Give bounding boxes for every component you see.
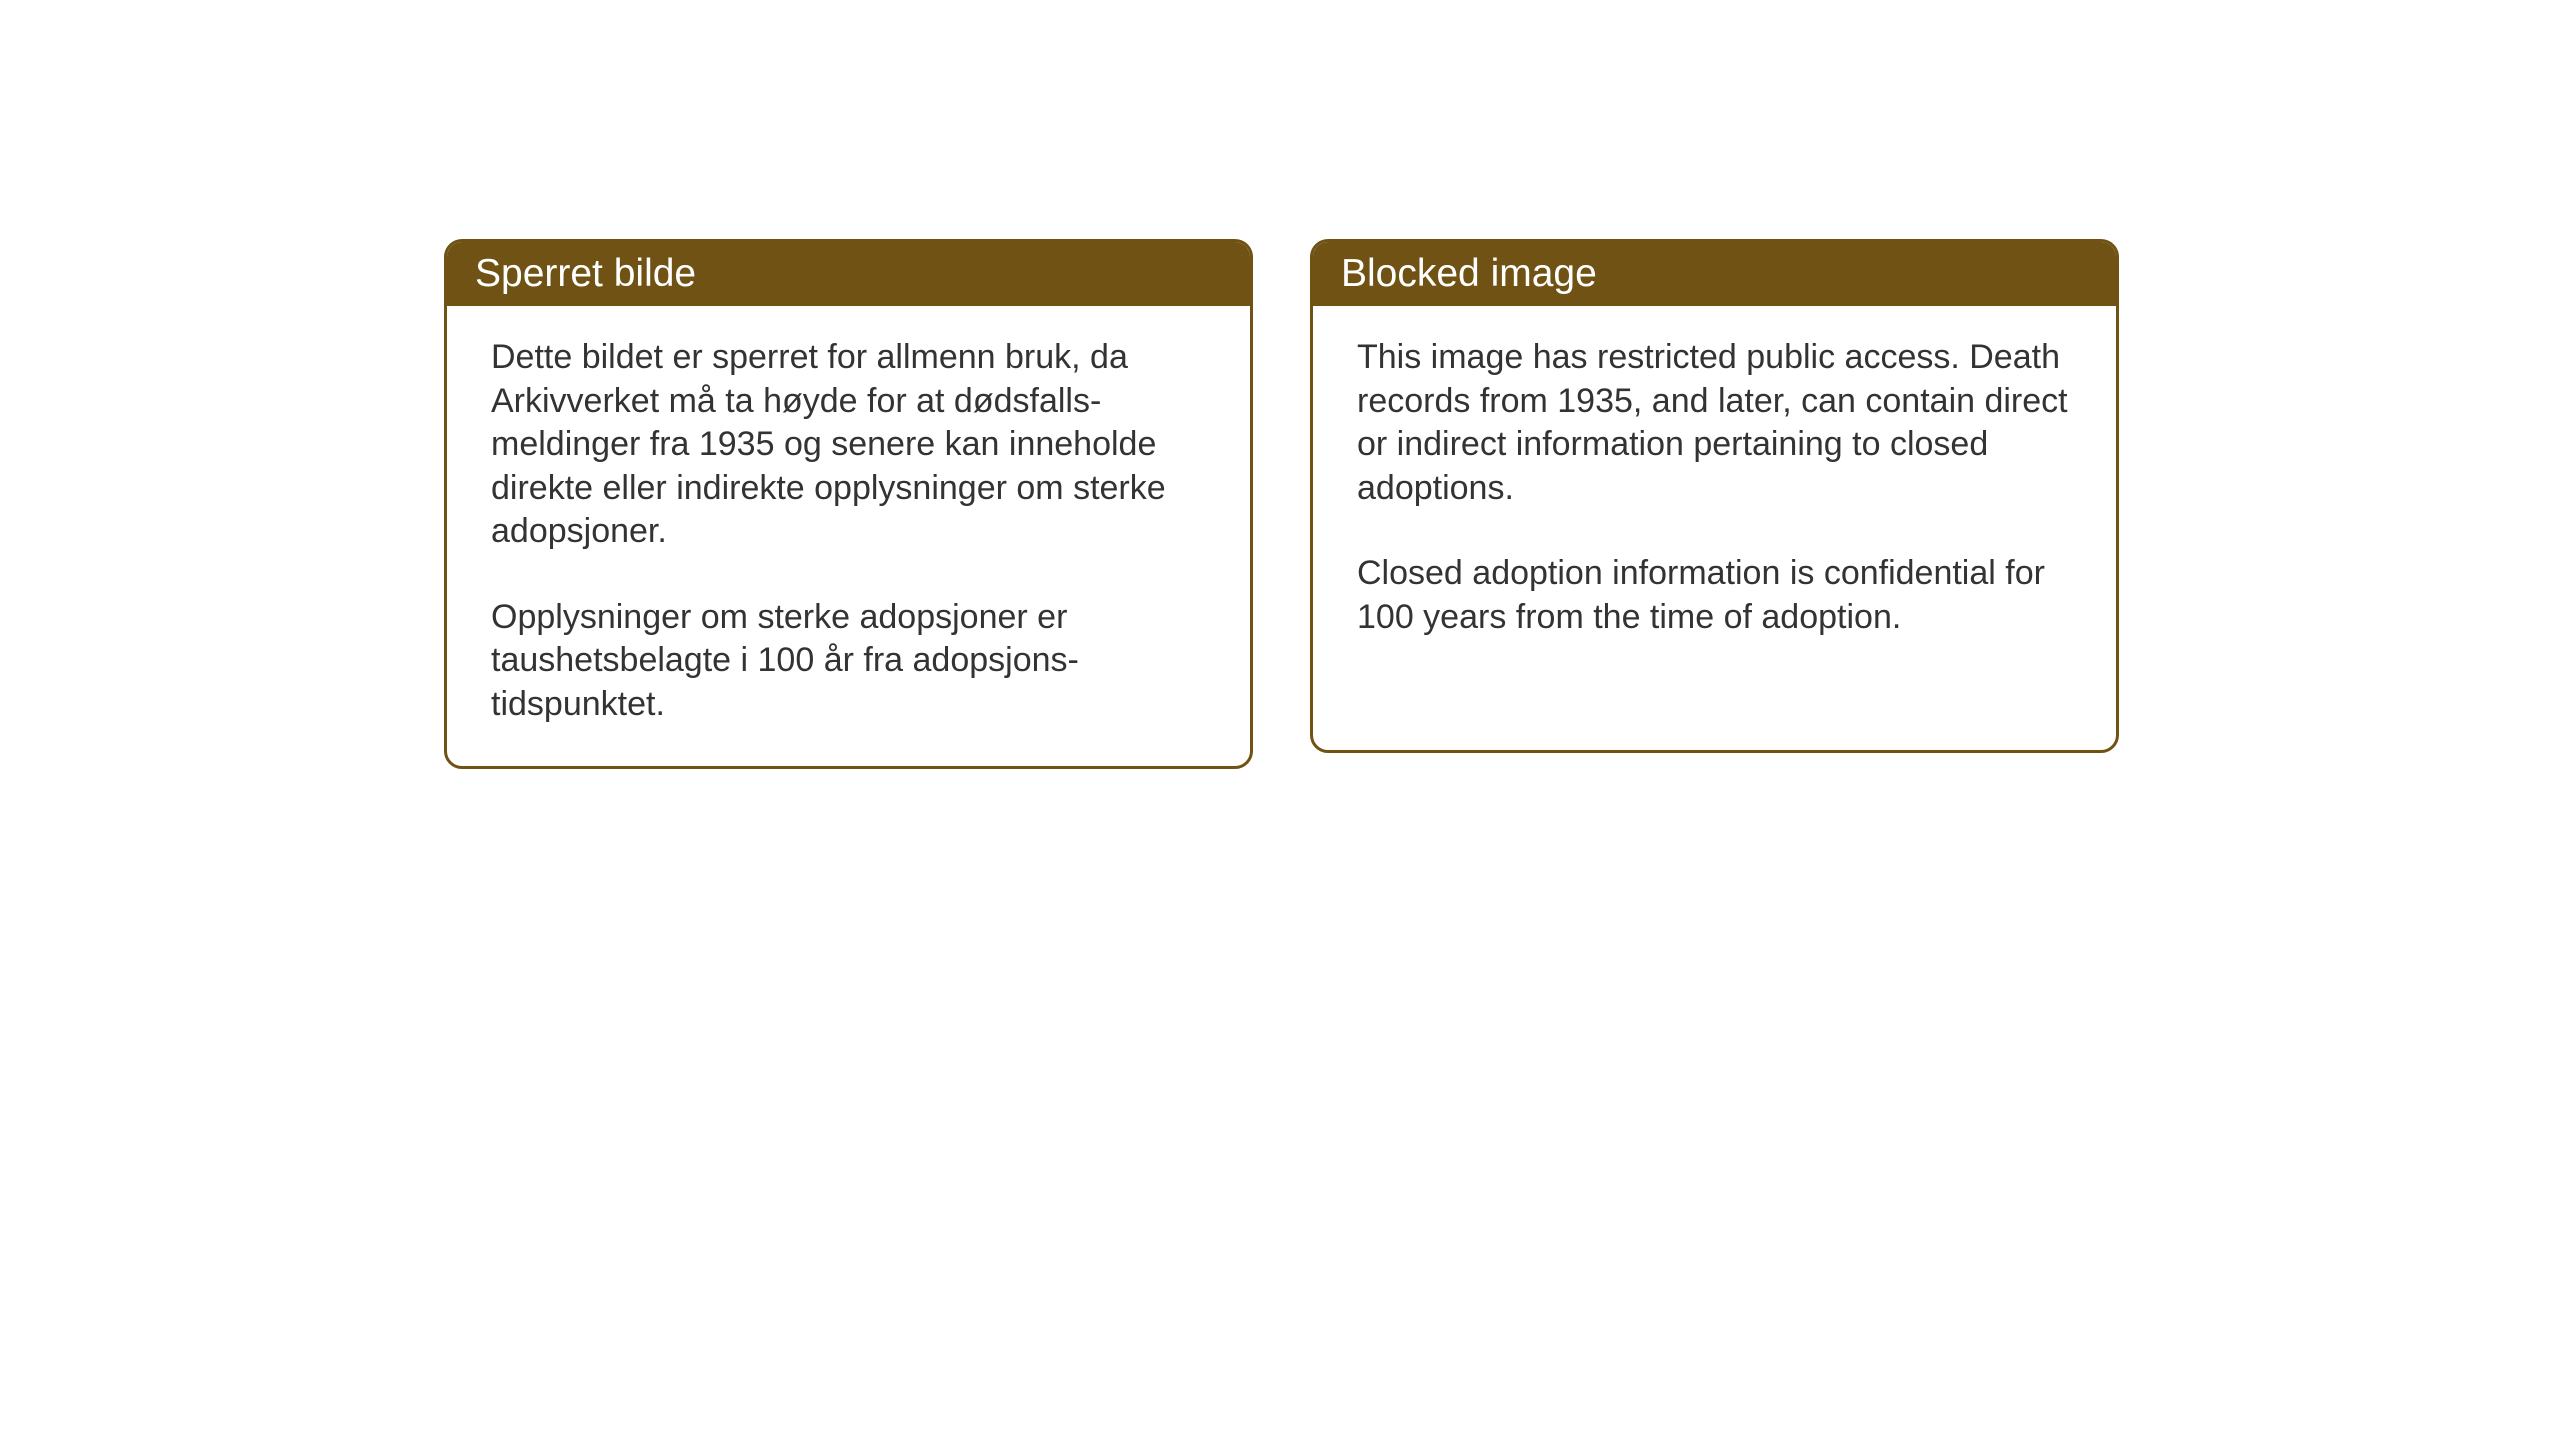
paragraph-2-norwegian: Opplysninger om sterke adopsjoner er tau… [491,596,1206,727]
card-header-norwegian: Sperret bilde [447,242,1250,306]
paragraph-1-english: This image has restricted public access.… [1357,336,2072,510]
card-norwegian: Sperret bilde Dette bildet er sperret fo… [444,239,1253,769]
card-english: Blocked image This image has restricted … [1310,239,2119,753]
card-body-english: This image has restricted public access.… [1313,306,2116,679]
card-header-english: Blocked image [1313,242,2116,306]
paragraph-1-norwegian: Dette bildet er sperret for allmenn bruk… [491,336,1206,554]
paragraph-2-english: Closed adoption information is confident… [1357,552,2072,639]
cards-container: Sperret bilde Dette bildet er sperret fo… [444,239,2119,769]
card-body-norwegian: Dette bildet er sperret for allmenn bruk… [447,306,1250,766]
